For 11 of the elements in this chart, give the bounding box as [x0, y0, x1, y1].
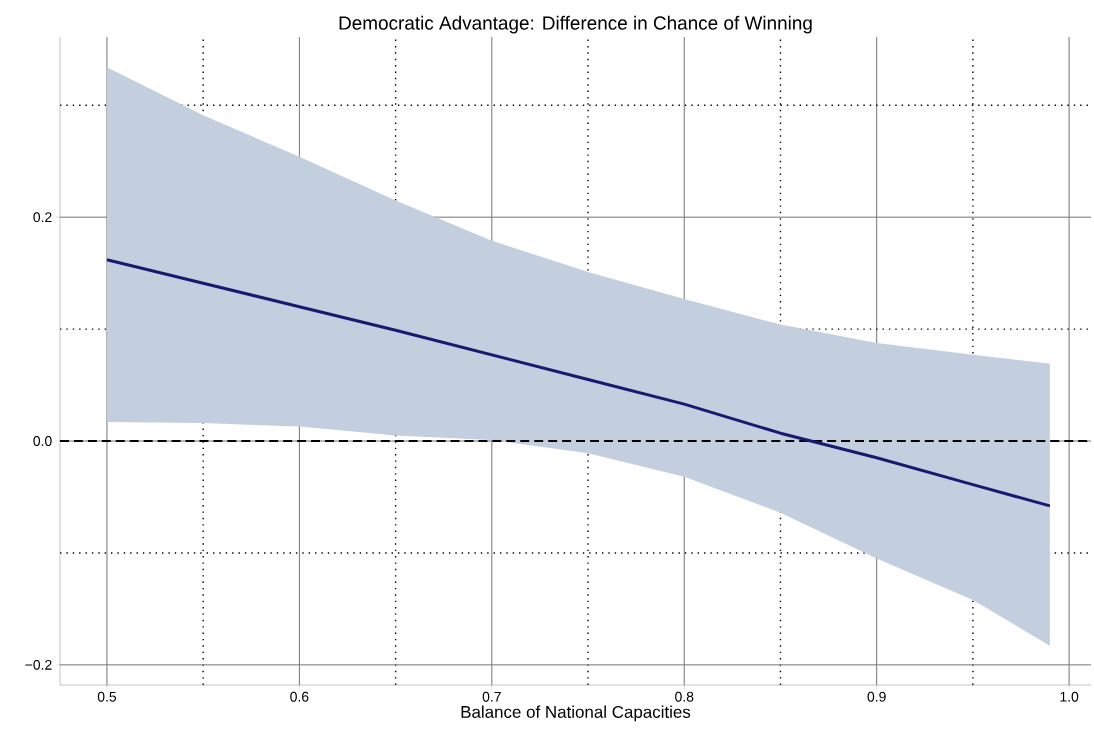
y-tick-label: 0.2 — [33, 212, 52, 223]
x-tick-label: 0.6 — [290, 691, 309, 702]
y-tick-label: −0.2 — [25, 659, 52, 670]
x-tick-label: 0.9 — [867, 691, 886, 702]
y-tick-label: 0.0 — [33, 436, 52, 446]
chart-title: Democratic Advantage: Difference in Chance of Winning — [339, 15, 812, 34]
x-axis-title: Balance of National Capacities — [461, 705, 691, 722]
x-tick-label: 1.0 — [1060, 691, 1079, 702]
x-tick-label: 0.7 — [482, 691, 501, 702]
x-tick-label: 0.5 — [97, 691, 117, 702]
x-tick-label: 0.8 — [675, 691, 694, 702]
